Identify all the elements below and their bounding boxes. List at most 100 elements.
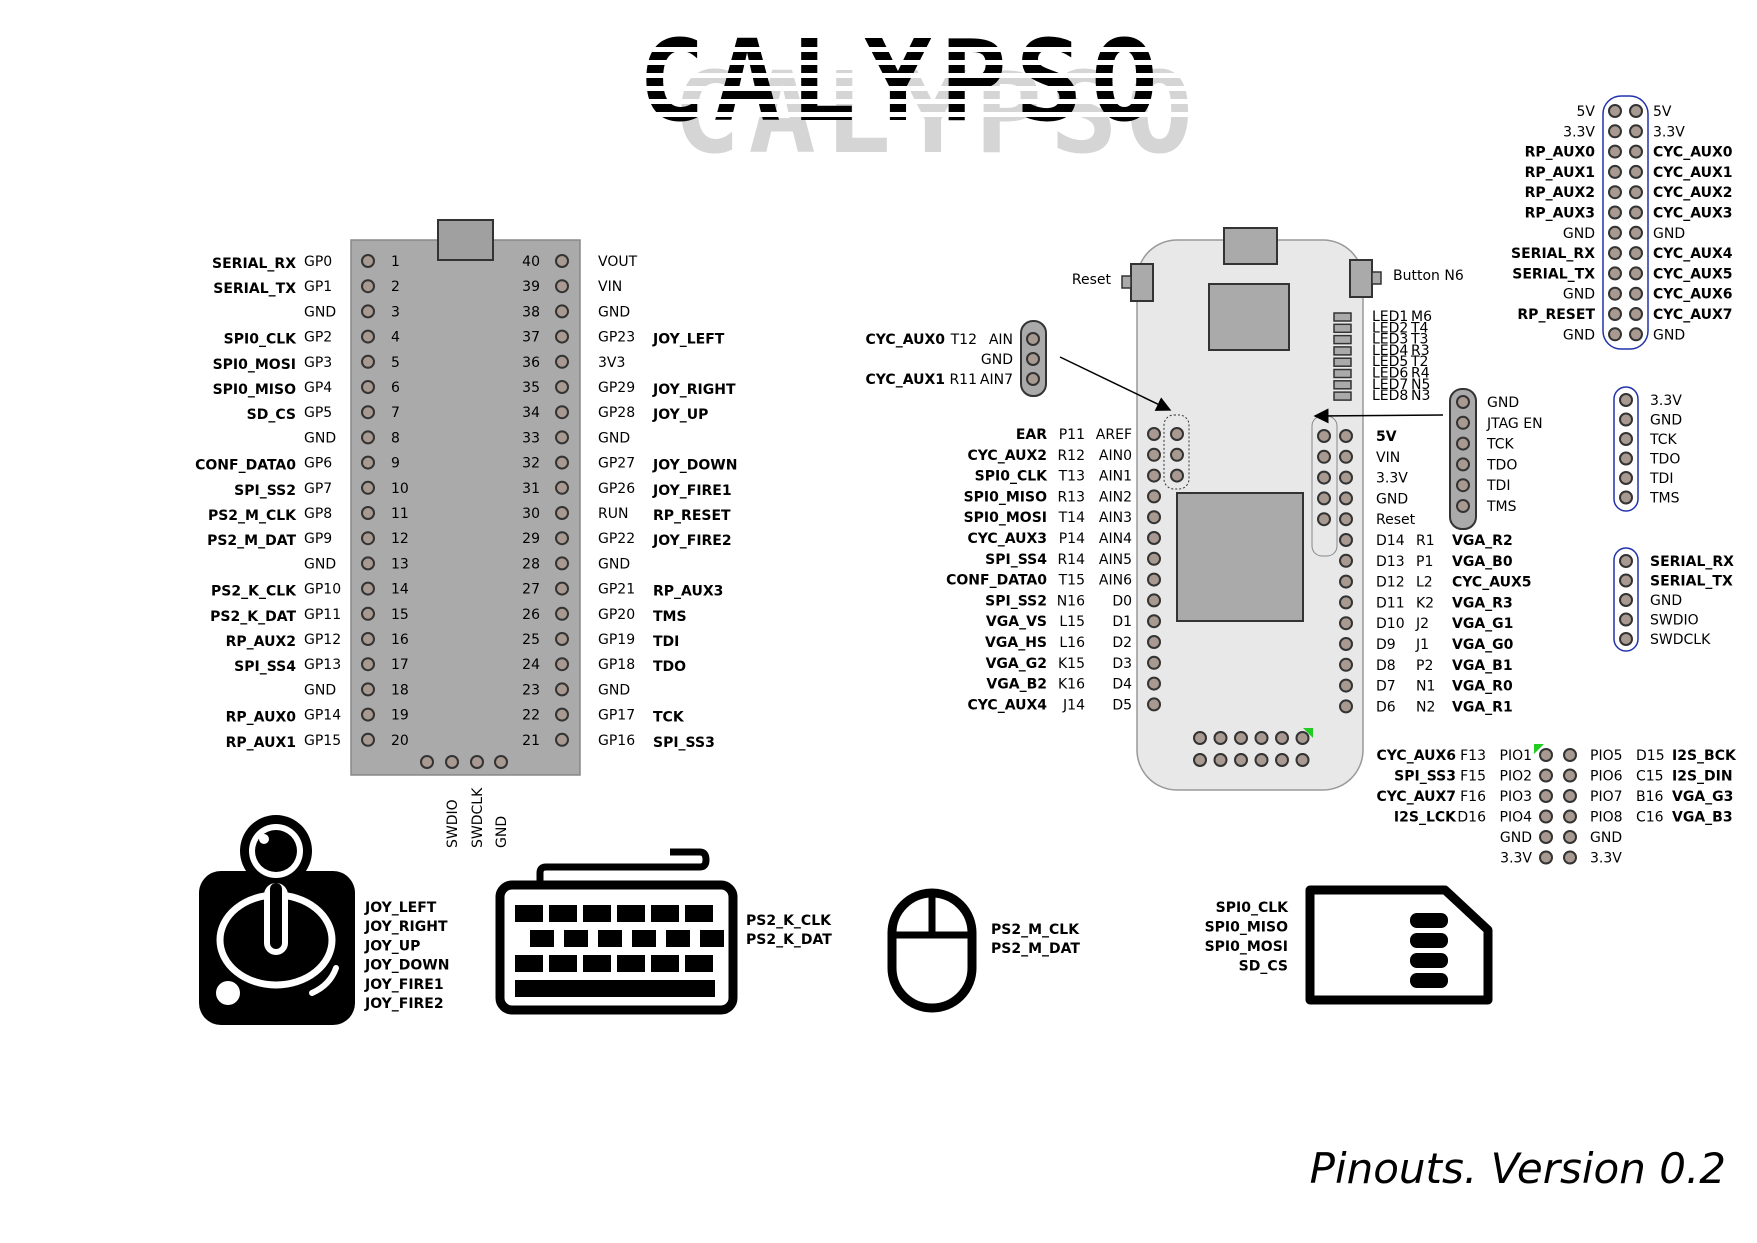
serial-small-label: GND xyxy=(1650,593,1682,609)
fpga-pin-name: D3 xyxy=(1112,656,1132,672)
pico-pin-number: 23 xyxy=(522,682,540,698)
aux-pin xyxy=(1608,266,1622,281)
pico-pin-2 xyxy=(361,279,375,294)
pico-signal-label: TDI xyxy=(653,634,679,650)
fpga-signal-label: VGA_R2 xyxy=(1452,533,1513,549)
jtag-small-pin xyxy=(1619,490,1633,505)
pio-left-ball: D16 xyxy=(1457,810,1486,826)
pico-pin-35 xyxy=(555,380,569,394)
jtag-small-label: TMS xyxy=(1649,491,1680,507)
reset-button-cap xyxy=(1121,275,1132,289)
aux-pin xyxy=(1629,327,1643,342)
pico-gpio-label: GND xyxy=(304,682,336,698)
pico-pin-20 xyxy=(361,732,375,747)
pico-pin-number: 9 xyxy=(391,456,400,472)
fpga-ball: T15 xyxy=(1058,573,1085,589)
fpga-ball: P1 xyxy=(1416,554,1433,570)
analog-signal-label: CYC_AUX1 xyxy=(866,372,946,388)
pico-signal-label: SERIAL_RX xyxy=(212,256,296,272)
pico-gpio-label: GND xyxy=(598,682,630,698)
fpga-ball: K15 xyxy=(1058,656,1085,672)
fpga-pin xyxy=(1147,697,1161,712)
pico-gpio-label: GP0 xyxy=(304,254,332,270)
fpga-pin xyxy=(1339,470,1353,485)
pico-board: 1 GP0 SERIAL_RX 2 GP1 SERIAL_TX 3 GND 4 GP2 SPI0_C… xyxy=(195,219,737,848)
keyboard-key xyxy=(583,905,611,922)
pico-pin-number: 39 xyxy=(522,279,540,295)
fpga-pin xyxy=(1147,614,1161,629)
fpga-pin xyxy=(1339,678,1353,693)
fpga-pin xyxy=(1339,512,1353,527)
led-label: LED5 xyxy=(1372,354,1408,370)
aux-pin xyxy=(1608,246,1622,261)
aux-pin xyxy=(1629,307,1643,321)
aux-pin xyxy=(1608,124,1622,139)
fpga-pin-name: AIN4 xyxy=(1099,531,1132,547)
fpga-jtag-header: GND JTAG EN TCK TDO TDI TMS xyxy=(1313,388,1543,530)
pico-debug-label: SWDIO xyxy=(445,799,461,848)
fpga-signal-label: VGA_G2 xyxy=(986,656,1047,672)
pico-pin-number: 34 xyxy=(522,405,540,421)
fpga-bottom-pin xyxy=(1193,753,1207,767)
fpga-signal-label: SPI_SS4 xyxy=(985,552,1047,568)
jtag-small-pins: 3.3V GND TCK TDO TDI TMS xyxy=(1619,393,1682,507)
jtag-pin xyxy=(1456,415,1470,430)
pico-pin-number: 4 xyxy=(391,330,400,346)
pico-pin-24 xyxy=(555,657,569,672)
pico-pin-12 xyxy=(361,531,375,546)
jtag-label: GND xyxy=(1487,395,1519,411)
fpga-pin-name: D8 xyxy=(1376,658,1396,674)
mouse-signal: PS2_M_DAT xyxy=(991,941,1080,957)
led xyxy=(1333,346,1352,356)
user-button-cap xyxy=(1371,271,1382,285)
pico-signal-label: SPI0_MISO xyxy=(213,382,297,398)
jtag-pin xyxy=(1456,436,1470,451)
aux-pin xyxy=(1608,185,1622,200)
fpga-ball: J1 xyxy=(1415,637,1429,653)
fpga-pin-name: D4 xyxy=(1112,677,1132,693)
fpga-pin-name: AIN0 xyxy=(1099,448,1132,464)
fpga-power-pin xyxy=(1317,449,1331,464)
pico-pin-40 xyxy=(555,254,569,268)
fpga-pin-name: AIN6 xyxy=(1099,573,1132,589)
aux-pin xyxy=(1629,205,1643,220)
led-pin-label: R3 xyxy=(1411,343,1430,359)
fpga-ball: R12 xyxy=(1057,448,1085,464)
serial-small-pins: SERIAL_RX SERIAL_TX GND SWDIO SWDCLK xyxy=(1619,554,1734,648)
analog-ball: R11 xyxy=(949,372,977,388)
jtag-pin xyxy=(1456,395,1470,409)
pico-pin-25 xyxy=(555,632,569,646)
user-button xyxy=(1349,259,1373,298)
pico-gpio-label: GP27 xyxy=(598,456,635,472)
keyboard-key xyxy=(651,905,679,922)
aux-pin xyxy=(1608,104,1622,118)
led xyxy=(1333,323,1352,334)
aux-right-label: CYC_AUX6 xyxy=(1653,287,1733,303)
joystick-signal: JOY_LEFT xyxy=(364,900,437,916)
sd-card-labels: SPI0_CLK SPI0_MISO SPI0_MOSI SD_CS xyxy=(1205,900,1290,975)
pico-signal-label: SPI_SS4 xyxy=(234,659,296,675)
fpga-pin xyxy=(1147,635,1161,649)
pico-pin-number: 36 xyxy=(522,355,540,371)
fpga-pin-name: D5 xyxy=(1112,697,1132,713)
pico-pin-number: 26 xyxy=(522,607,540,623)
aux-pin xyxy=(1608,164,1622,179)
joystick-signal: JOY_FIRE1 xyxy=(364,977,444,993)
analog-pin xyxy=(1026,352,1040,366)
fpga-bottom-pin xyxy=(1234,731,1248,745)
pico-pin-number: 38 xyxy=(522,304,540,320)
pico-pin-number: 6 xyxy=(391,380,400,396)
fpga-signal-label: VGA_HS xyxy=(985,635,1047,651)
pico-signal-label: TMS xyxy=(653,609,687,625)
pio-pin xyxy=(1563,789,1577,803)
pio-right-signal: I2S_DIN xyxy=(1672,769,1733,785)
sd-signal: SD_CS xyxy=(1239,959,1288,975)
fpga-pin xyxy=(1147,572,1161,587)
aux-pin xyxy=(1608,307,1622,321)
aux-pin xyxy=(1608,286,1622,301)
serial-small-label: SWDIO xyxy=(1650,613,1699,629)
pico-pin-9 xyxy=(361,455,375,470)
pico-signal-label: JOY_FIRE2 xyxy=(652,533,732,549)
led xyxy=(1333,391,1352,401)
